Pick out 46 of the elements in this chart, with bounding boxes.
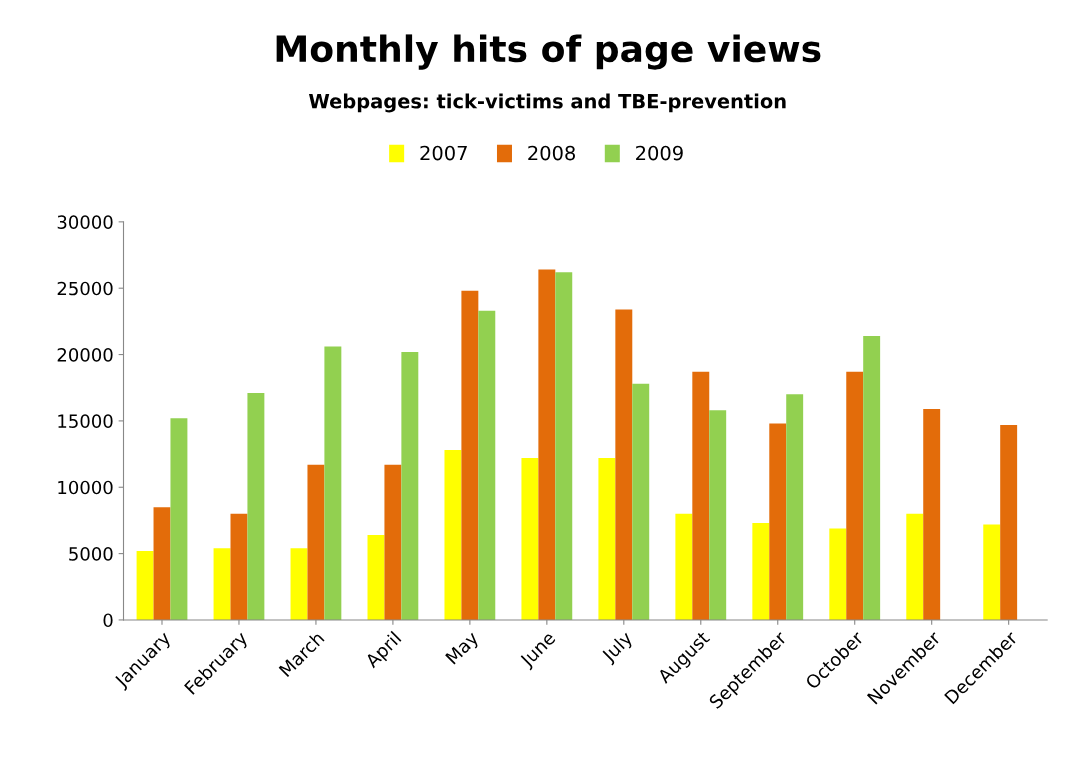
legend-label: 2007 — [420, 145, 467, 161]
bar — [675, 513, 693, 620]
y-tick-label: 25000 — [57, 281, 113, 296]
bar — [444, 450, 462, 620]
bar — [632, 383, 650, 620]
bar — [555, 272, 573, 620]
bar — [863, 335, 881, 620]
chart-subtitle: Webpages: tick-victims and TBE-prevention — [308, 93, 786, 113]
y-tick-label: 10000 — [58, 480, 113, 495]
bar — [478, 310, 496, 620]
bar — [324, 346, 342, 620]
bar — [401, 351, 419, 620]
bar — [153, 507, 171, 620]
y-tick-label: 20000 — [57, 348, 113, 362]
bar — [170, 418, 188, 620]
bar — [307, 464, 325, 620]
bar — [692, 371, 710, 620]
bar — [846, 371, 864, 620]
bar — [521, 458, 539, 620]
bar — [367, 535, 385, 620]
bar — [247, 393, 265, 620]
bar — [906, 513, 924, 620]
bar — [983, 524, 1001, 620]
bar — [752, 523, 770, 620]
y-tick-label: 30000 — [57, 215, 113, 229]
y-tick-label: 5000 — [69, 547, 113, 561]
bar — [615, 309, 633, 620]
y-tick-label: 15000 — [58, 414, 113, 429]
chart-title: Monthly hits of page views — [276, 34, 821, 70]
y-tick-label: 0 — [103, 613, 113, 628]
bar — [829, 528, 847, 620]
bar — [786, 394, 804, 620]
bar — [923, 408, 941, 620]
bar — [384, 464, 402, 620]
bar — [1000, 424, 1018, 620]
bar — [598, 458, 616, 620]
bar — [230, 513, 248, 620]
bar — [538, 269, 556, 620]
bar — [709, 410, 727, 620]
legend-label: 2009 — [636, 145, 683, 161]
bar — [769, 423, 787, 620]
bar — [213, 548, 231, 620]
bar — [461, 290, 479, 620]
bar — [136, 550, 154, 620]
bar — [290, 548, 308, 620]
legend-label: 2008 — [528, 145, 575, 161]
